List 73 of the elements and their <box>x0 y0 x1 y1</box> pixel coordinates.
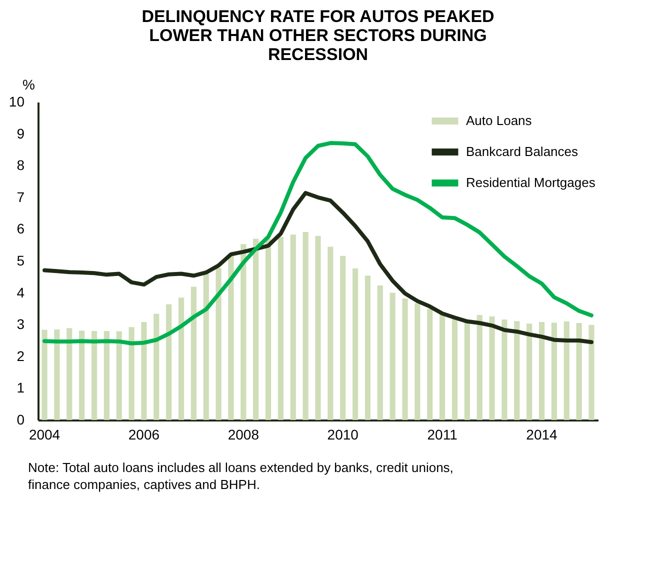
bar <box>116 331 122 420</box>
text: DELINQUENCY RATE FOR AUTOS PEAKED <box>142 7 494 26</box>
bar <box>564 321 570 420</box>
bar <box>141 322 147 420</box>
y-tick-label: 7 <box>16 188 25 205</box>
bar <box>340 256 346 420</box>
bar <box>551 322 557 420</box>
x-tick-label: 2014 <box>526 426 558 442</box>
bar <box>203 274 209 420</box>
bar <box>228 256 234 420</box>
bar <box>42 330 48 420</box>
y-tick-label: 9 <box>16 125 25 142</box>
bar <box>265 238 272 420</box>
text: LOWER THAN OTHER SECTORS DURING <box>149 26 487 45</box>
legend-label: Bankcard Balances <box>466 144 579 159</box>
bar <box>402 298 408 420</box>
bar <box>576 323 582 420</box>
bar <box>502 320 508 420</box>
x-tick-label: 2010 <box>327 426 359 442</box>
x-tick-label: 2008 <box>228 426 260 442</box>
bar <box>154 314 160 420</box>
bar <box>489 316 495 420</box>
line-series <box>42 190 594 344</box>
x-tick-label: 2011 <box>427 426 458 442</box>
bar <box>440 314 446 420</box>
bar <box>166 304 172 420</box>
bar <box>302 232 308 420</box>
bar <box>54 329 60 420</box>
bar <box>278 236 284 420</box>
y-tick-label: 4 <box>16 284 25 300</box>
line-series <box>42 141 594 346</box>
y-tick-label: 10 <box>8 94 25 110</box>
bar <box>464 321 470 420</box>
bar <box>476 315 482 420</box>
bar <box>240 244 246 420</box>
legend-label: Residential Mortgages <box>466 175 596 190</box>
bar <box>79 330 85 420</box>
y-tick-label: 3 <box>16 316 25 332</box>
bar <box>328 246 334 420</box>
bar <box>216 268 222 420</box>
text: finance companies, captives and BHPH. <box>28 477 260 492</box>
bar <box>104 330 110 420</box>
bar <box>526 324 532 420</box>
bar <box>178 298 184 420</box>
bar <box>315 236 321 420</box>
text: RECESSION <box>268 45 368 64</box>
text: Note: Total auto loans includes all loans extended by banks, credit unions, <box>28 460 454 475</box>
bar <box>452 318 458 420</box>
bar <box>414 303 420 420</box>
y-tick-label: 5 <box>16 252 25 268</box>
bar <box>66 328 72 420</box>
bar <box>128 327 134 420</box>
bar <box>290 234 296 420</box>
bar <box>390 292 396 420</box>
x-tick-label: 2004 <box>28 426 60 442</box>
y-tick-label: 8 <box>16 157 25 174</box>
y-axis-title: % <box>22 76 35 92</box>
bar <box>377 285 383 420</box>
bar <box>588 324 594 420</box>
bar <box>91 330 98 420</box>
y-tick-label: 6 <box>16 220 25 237</box>
bar <box>253 238 259 420</box>
bar <box>364 276 371 420</box>
y-tick-label: 0 <box>16 412 25 428</box>
y-tick-label: 1 <box>16 380 25 396</box>
legend-label: Auto Loans <box>466 113 532 128</box>
bar <box>427 308 433 420</box>
bar <box>352 268 358 420</box>
bar <box>190 286 196 420</box>
y-tick-label: 2 <box>16 348 25 364</box>
x-tick-label: 2006 <box>128 426 160 442</box>
bar <box>514 321 520 420</box>
bar <box>538 322 545 420</box>
